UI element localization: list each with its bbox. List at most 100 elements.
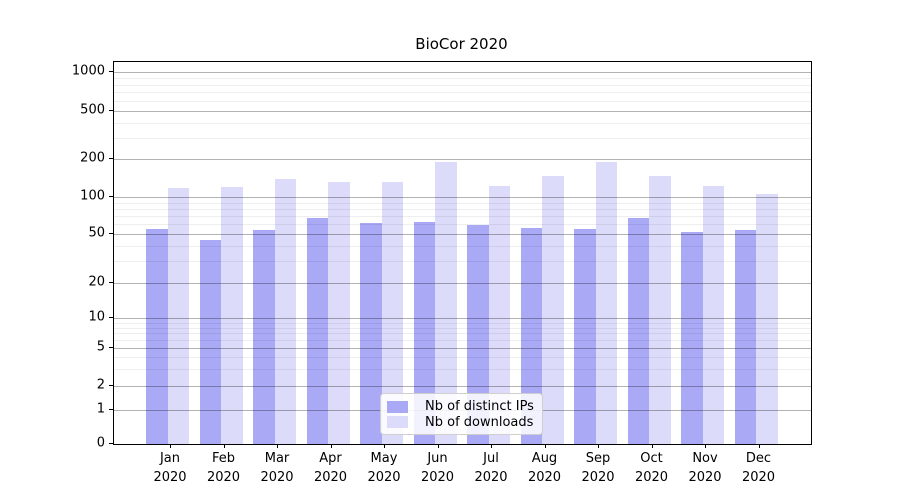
x-tick-mark	[598, 444, 600, 449]
x-tick-mark	[758, 444, 760, 449]
bar-nb-of-downloads-sep-2020	[595, 162, 617, 444]
bar-nb-of-downloads-feb-2020	[221, 186, 243, 444]
x-tick-label-nov-2020: Nov 2020	[688, 451, 722, 485]
y-tick-mark	[109, 443, 113, 445]
x-tick-label-jun-2020: Jun 2020	[420, 451, 455, 485]
x-tick-label-jul-2020: Jul 2020	[474, 451, 508, 485]
x-tick-label-sep-2020: Sep 2020	[581, 451, 615, 485]
bar-nb-of-distinct-ips-apr-2020	[306, 218, 328, 444]
minor-gridline	[114, 224, 811, 226]
y-tick-mark	[109, 71, 113, 73]
x-tick-mark	[384, 444, 386, 449]
y-tick-mark	[109, 317, 113, 319]
y-tick-mark	[109, 196, 113, 198]
y-tick-mark	[109, 385, 113, 387]
legend: Nb of distinct IPs Nb of downloads	[380, 393, 543, 435]
y-tick-label-200: 200	[80, 150, 105, 166]
y-tick-mark	[109, 347, 113, 349]
minor-gridline	[114, 333, 811, 335]
x-tick-mark	[330, 444, 332, 449]
x-tick-label-dec-2020: Dec 2020	[741, 451, 776, 485]
y-tick-label-500: 500	[80, 102, 105, 118]
bar-nb-of-downloads-dec-2020	[756, 193, 778, 444]
major-gridline-500	[114, 111, 811, 112]
bar-nb-of-distinct-ips-mar-2020	[253, 229, 275, 444]
y-tick-mark	[109, 233, 113, 235]
legend-item-distinct-ips: Nb of distinct IPs	[387, 399, 534, 415]
bar-nb-of-distinct-ips-jul-2020	[467, 225, 489, 444]
y-tick-mark	[109, 409, 113, 411]
bar-nb-of-downloads-may-2020	[381, 182, 403, 444]
minor-gridline	[114, 122, 811, 124]
x-tick-label-may-2020: May 2020	[367, 451, 401, 485]
bar-nb-of-downloads-nov-2020	[702, 185, 724, 444]
y-tick-label-0: 0	[96, 435, 105, 451]
major-gridline-20	[114, 283, 811, 284]
minor-gridline	[114, 137, 811, 139]
major-gridline-50	[114, 234, 811, 235]
y-tick-mark	[109, 110, 113, 112]
minor-gridline	[114, 84, 811, 86]
x-tick-mark	[437, 444, 439, 449]
y-tick-label-20: 20	[88, 274, 105, 290]
y-tick-label-5: 5	[96, 339, 105, 355]
bar-nb-of-distinct-ips-feb-2020	[199, 239, 221, 444]
minor-gridline	[114, 202, 811, 204]
minor-gridline	[114, 340, 811, 342]
major-gridline-2	[114, 386, 811, 387]
bar-nb-of-distinct-ips-may-2020	[360, 223, 382, 444]
bar-nb-of-distinct-ips-jan-2020	[146, 228, 168, 444]
x-tick-mark	[170, 444, 172, 449]
bar-nb-of-downloads-jan-2020	[167, 188, 189, 444]
x-tick-mark	[544, 444, 546, 449]
plot-area: Nb of distinct IPs Nb of downloads	[113, 61, 812, 445]
bar-nb-of-distinct-ips-aug-2020	[520, 227, 542, 444]
major-gridline-200	[114, 159, 811, 160]
x-tick-label-oct-2020: Oct 2020	[634, 451, 669, 485]
minor-gridline	[114, 327, 811, 329]
y-tick-label-1000: 1000	[71, 63, 105, 79]
bar-nb-of-distinct-ips-nov-2020	[681, 231, 703, 444]
minor-gridline	[114, 100, 811, 102]
x-tick-label-aug-2020: Aug 2020	[527, 451, 562, 485]
legend-item-downloads: Nb of downloads	[387, 415, 534, 431]
x-tick-mark	[705, 444, 707, 449]
minor-gridline	[114, 261, 811, 263]
minor-gridline	[114, 245, 811, 247]
minor-gridline	[114, 92, 811, 94]
bar-nb-of-downloads-apr-2020	[328, 181, 350, 444]
legend-label-downloads: Nb of downloads	[425, 414, 534, 430]
x-tick-mark	[491, 444, 493, 449]
minor-gridline	[114, 322, 811, 324]
y-tick-label-2: 2	[96, 377, 105, 393]
bar-nb-of-distinct-ips-oct-2020	[627, 217, 649, 444]
minor-gridline	[114, 216, 811, 218]
major-gridline-5	[114, 348, 811, 349]
y-tick-label-50: 50	[88, 225, 105, 241]
minor-gridline	[114, 357, 811, 359]
y-tick-label-10: 10	[88, 309, 105, 325]
x-tick-mark	[651, 444, 653, 449]
major-gridline-10	[114, 318, 811, 319]
bar-nb-of-downloads-jun-2020	[435, 161, 457, 444]
major-gridline-1000	[114, 72, 811, 73]
legend-label-distinct-ips: Nb of distinct IPs	[425, 399, 534, 415]
bar-nb-of-distinct-ips-sep-2020	[574, 228, 596, 444]
legend-swatch-distinct-ips	[387, 400, 408, 413]
x-tick-label-jan-2020: Jan 2020	[153, 451, 187, 485]
x-tick-label-feb-2020: Feb 2020	[206, 451, 241, 485]
x-tick-label-apr-2020: Apr 2020	[313, 451, 348, 485]
minor-gridline	[114, 77, 811, 79]
minor-gridline	[114, 208, 811, 210]
y-tick-label-1: 1	[96, 401, 105, 417]
x-tick-mark	[277, 444, 279, 449]
minor-gridline	[114, 369, 811, 371]
bar-nb-of-downloads-oct-2020	[649, 176, 671, 444]
bar-nb-of-downloads-jul-2020	[488, 185, 510, 444]
y-tick-mark	[109, 282, 113, 284]
bar-nb-of-downloads-mar-2020	[274, 178, 296, 444]
y-tick-mark	[109, 158, 113, 160]
legend-swatch-downloads	[387, 416, 408, 429]
bar-nb-of-distinct-ips-jun-2020	[413, 221, 435, 444]
